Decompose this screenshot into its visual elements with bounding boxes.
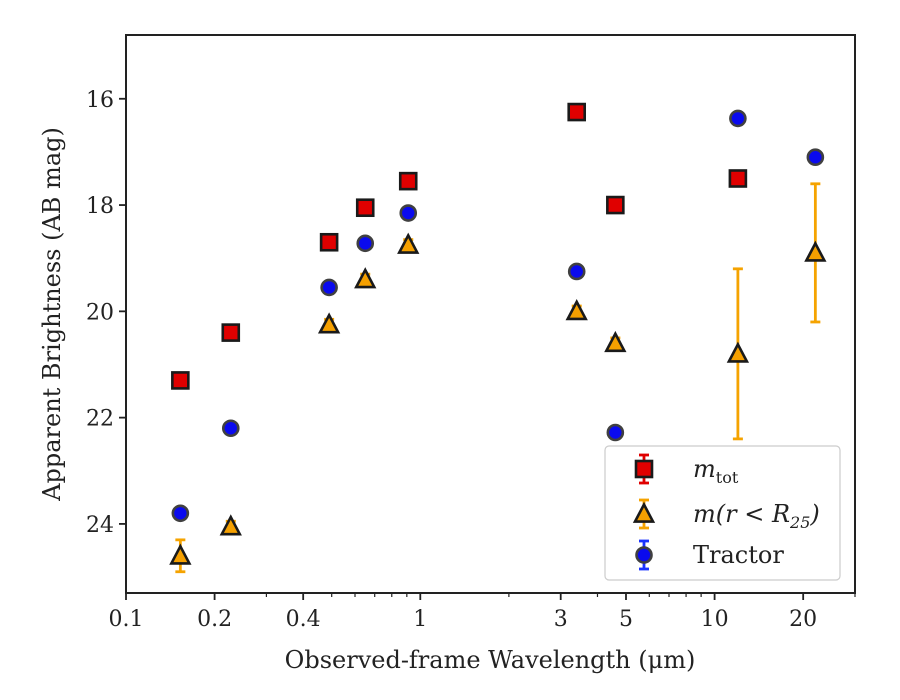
data-point xyxy=(606,423,625,442)
legend-label: Tractor xyxy=(693,541,784,569)
data-point xyxy=(320,278,338,297)
data-point xyxy=(399,204,418,222)
data-point xyxy=(171,504,190,523)
y-tick-label: 18 xyxy=(86,194,114,219)
data-point xyxy=(565,299,588,321)
series-square xyxy=(171,102,748,390)
y-axis: 16 18 20 22 24 xyxy=(86,88,126,538)
data-point xyxy=(726,341,750,363)
legend-label: mtot xyxy=(693,455,739,487)
y-tick-label: 22 xyxy=(86,407,114,432)
data-point xyxy=(728,169,748,188)
y-tick-label: 16 xyxy=(86,88,114,113)
y-axis-label: Apparent Brightness (AB mag) xyxy=(38,127,66,502)
data-point xyxy=(606,195,625,215)
data-point xyxy=(729,109,747,128)
x-tick-label: 3 xyxy=(554,607,568,632)
plot-marks xyxy=(169,102,827,574)
x-tick-label: 20 xyxy=(789,607,817,632)
x-tick-label: 0.2 xyxy=(197,607,232,632)
data-point xyxy=(398,171,418,191)
data-point xyxy=(319,232,339,252)
legend-marker xyxy=(634,459,654,479)
data-point xyxy=(221,323,241,342)
data-point xyxy=(604,330,627,353)
x-tick-label: 1 xyxy=(413,607,427,632)
data-point xyxy=(169,543,192,565)
data-point xyxy=(804,240,827,262)
data-point xyxy=(221,419,240,438)
y-tick-label: 24 xyxy=(86,513,114,538)
legend-label: m(r < R25) xyxy=(693,500,820,532)
legend-marker xyxy=(632,501,656,523)
x-tick-label: 5 xyxy=(619,607,633,632)
x-axis: 0.1 0.2 0.4 1 3 5 10 20 xyxy=(109,593,856,632)
data-point xyxy=(356,234,375,253)
legend-marker xyxy=(635,546,653,564)
plot-frame xyxy=(125,34,856,594)
series-circle xyxy=(171,109,825,523)
legend: mtot m(r < R25) Tractor xyxy=(604,445,841,581)
legend-box xyxy=(604,445,841,581)
y-tick-label: 20 xyxy=(86,300,114,325)
data-point xyxy=(219,514,242,536)
x-axis-label: Observed-frame Wavelength (μm) xyxy=(285,646,696,674)
x-tick-label: 0.4 xyxy=(286,607,321,632)
data-point xyxy=(567,262,586,281)
data-point xyxy=(355,198,375,218)
series-triangle xyxy=(169,182,827,574)
data-point xyxy=(354,267,377,289)
data-point xyxy=(317,312,341,334)
data-point xyxy=(397,232,420,254)
x-tick-label: 10 xyxy=(701,607,729,632)
data-point xyxy=(806,148,825,167)
data-point xyxy=(567,102,587,122)
x-tick-label: 0.1 xyxy=(109,607,144,632)
data-point xyxy=(171,371,190,390)
